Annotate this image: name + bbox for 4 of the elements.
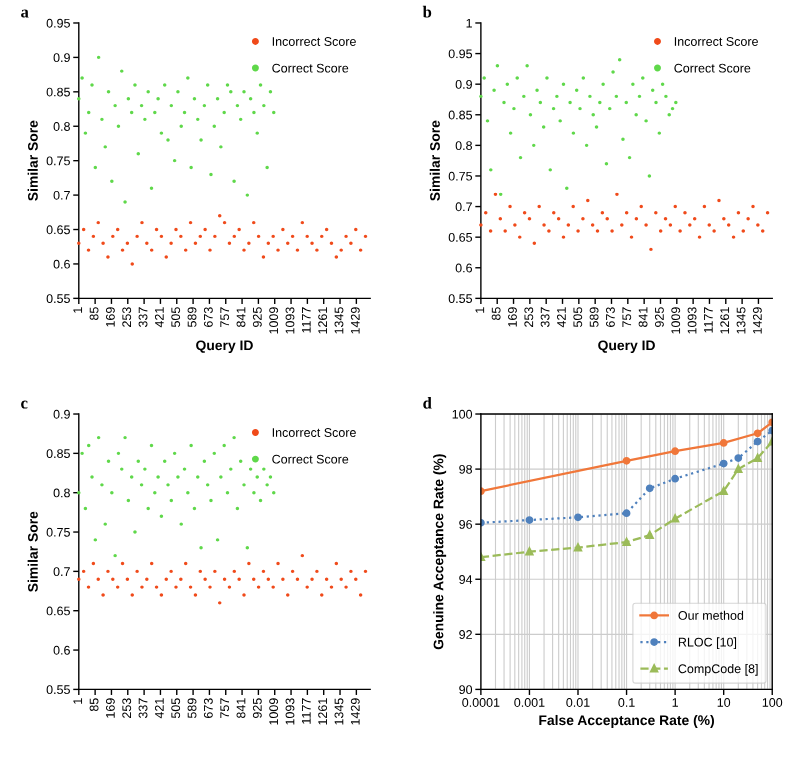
chart-title: b [422,5,432,18]
chart-title: d [423,396,432,409]
chart-title: c [21,400,28,409]
chart-title: a [21,9,29,18]
